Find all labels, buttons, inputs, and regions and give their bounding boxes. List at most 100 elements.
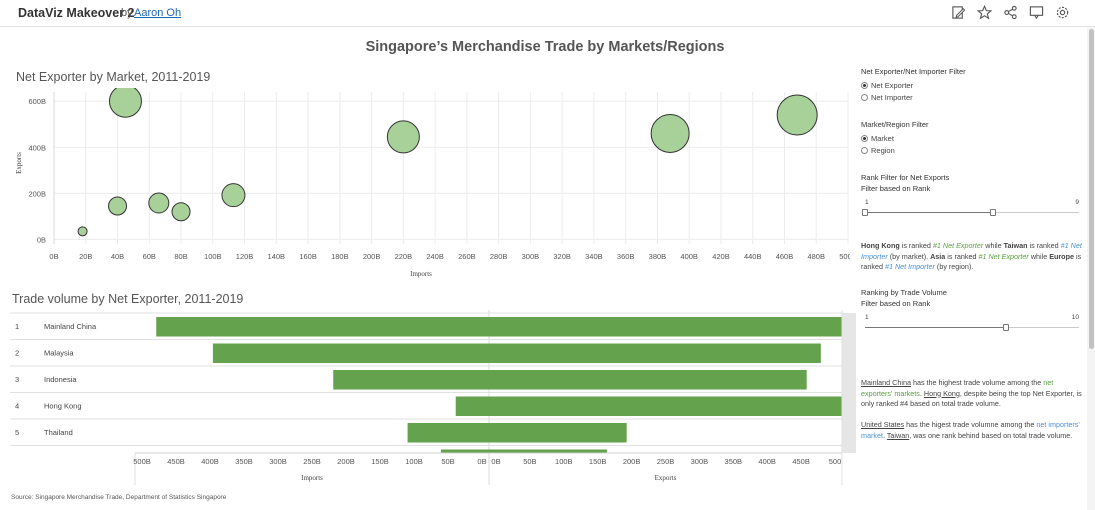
right-tick-label: 300B (691, 457, 709, 466)
edit-icon[interactable] (951, 5, 966, 20)
rank-filter-net-exports: Rank Filter for Net Exports Filter based… (861, 173, 1083, 218)
radio-market-label: Market (871, 134, 894, 143)
rank1-title: Rank Filter for Net Exports (861, 173, 950, 182)
right-tick-label: 250B (657, 457, 675, 466)
radio-net-exporter-label: Net Exporter (871, 81, 914, 90)
x-tick-label: 220B (395, 252, 413, 261)
bubble-point (650, 113, 690, 153)
note-trade-volume-importers: United States has the higest trade volum… (861, 420, 1083, 441)
import-bar (333, 370, 489, 390)
bubble-point (77, 226, 88, 237)
x-tick-label: 140B (268, 252, 286, 261)
right-tick-label: 200B (623, 457, 641, 466)
x-tick-label: 300B (522, 252, 540, 261)
bar-chart[interactable]: 1 Mainland China 2 Malaysia 3 Indonesia 4 Hong … (0, 310, 860, 485)
rank1-slider-max-handle[interactable] (990, 209, 997, 216)
note2-text: . (919, 388, 924, 398)
exports-axis-label: Exports (655, 474, 677, 482)
rank1-max: 9 (1075, 199, 1079, 206)
x-tick-label: 460B (776, 252, 794, 261)
author-link[interactable]: Aaron Oh (134, 7, 182, 19)
comment-icon[interactable] (1029, 5, 1044, 20)
radio-net-exporter[interactable]: Net Exporter (861, 81, 1083, 90)
note1-net-exporter: Net Exporter (988, 251, 1029, 261)
x-tick-label: 500B (839, 252, 850, 261)
bubble-chart-title: Net Exporter by Market, 2011-2019 (16, 70, 211, 84)
export-bar-partial (489, 449, 607, 454)
left-tick-label: 150B (371, 457, 389, 466)
note1-asia: Asia (930, 251, 946, 261)
x-tick-label: 240B (426, 252, 444, 261)
rank-label: 3 (15, 375, 19, 384)
radio-off-icon[interactable] (861, 94, 868, 101)
note2-hongkong: Hong Kong (923, 388, 960, 398)
right-tick-label: 50B (523, 457, 536, 466)
left-tick-label: 300B (269, 457, 287, 466)
share-icon[interactable] (1003, 5, 1018, 20)
rank-label: 5 (15, 428, 19, 437)
rank1-slider-min-handle[interactable] (862, 209, 868, 216)
radio-market[interactable]: Market (861, 134, 1083, 143)
note2-text: , despite being the top Net Exporter, is… (861, 388, 1082, 409)
rank2-slider-handle[interactable] (1003, 324, 1010, 331)
import-bar (212, 343, 489, 363)
note3-taiwan: Taiwan (886, 430, 910, 440)
top-toolbar: DataViz Makeover 2 by Aaron Oh (0, 0, 1095, 27)
right-tick-label: 150B (589, 457, 607, 466)
bubble-point (108, 88, 142, 118)
note-trade-volume-exporters: Mainland China has the highest trade vol… (861, 378, 1083, 410)
left-tick-label: 200B (337, 457, 355, 466)
export-bar (489, 423, 627, 443)
note1-europe: Europe (1049, 251, 1074, 261)
left-tick-label: 100B (405, 457, 423, 466)
radio-net-importer[interactable]: Net Importer (861, 93, 1083, 102)
radio-on-icon[interactable] (861, 82, 868, 89)
dashboard-title: Singapore’s Merchandise Trade by Markets… (365, 39, 725, 55)
x-tick-label: 20B (79, 252, 92, 261)
radio-on-icon[interactable] (861, 135, 868, 142)
left-tick-label: 50B (441, 457, 454, 466)
note3-text: , was one rank behind based on total tra… (909, 430, 1073, 440)
radio-off-icon[interactable] (861, 147, 868, 154)
filter2-title: Market/Region Filter (861, 120, 929, 129)
import-bar (455, 396, 489, 416)
note1-text: is ranked (1027, 241, 1061, 250)
bubble-point (108, 196, 128, 216)
scrollbar-thumb[interactable] (1089, 29, 1094, 349)
rank1-subtitle: Filter based on Rank (861, 184, 931, 193)
bubble-chart[interactable]: 0B 20B 40B 60B 80B 100B 120B 140B 160B 180B 200B 22… (0, 88, 850, 283)
filter-market-region: Market/Region Filter Market Region (861, 120, 1083, 158)
rank1-slider[interactable] (862, 208, 1079, 218)
star-icon[interactable] (976, 5, 993, 20)
note1-hongkong: Hong Kong (861, 241, 900, 250)
bubble-point (148, 192, 170, 214)
radio-net-importer-label: Net Importer (871, 93, 913, 102)
imports-axis-label: Imports (301, 474, 323, 482)
note1-net-importer: Net Importer (894, 262, 935, 271)
x-tick-label: 480B (807, 252, 825, 261)
export-bar (489, 370, 807, 390)
x-tick-label: 320B (553, 252, 571, 261)
rank2-slider[interactable] (865, 323, 1079, 333)
filter1-title: Net Exporter/Net Importer Filter (861, 67, 966, 76)
note3-text: has the higest trade volumne among the (904, 420, 1037, 429)
bubble-point (386, 120, 420, 154)
note1-rank: #1 (1060, 241, 1071, 250)
left-tick-label: 0B (477, 457, 486, 466)
note-net-exporter: Hong Kong is ranked #1 Net Exporter whil… (861, 241, 1083, 273)
settings-icon[interactable] (1055, 5, 1070, 20)
market-label: Malaysia (44, 349, 74, 358)
note1-rank: #1 (884, 262, 895, 271)
right-tick-label: 100B (555, 457, 573, 466)
x-tick-label: 420B (712, 252, 730, 261)
note1-text: is ranked (945, 251, 979, 261)
import-bar (156, 317, 490, 337)
note2-mainland-china: Mainland China (861, 378, 911, 387)
export-bar (489, 343, 821, 363)
market-label: Hong Kong (44, 402, 82, 411)
x-tick-label: 60B (143, 252, 156, 261)
radio-region[interactable]: Region (861, 146, 1083, 155)
rank1-min: 1 (865, 199, 869, 206)
rank2-max: 10 (1071, 314, 1079, 321)
right-tick-label: 450B (792, 457, 810, 466)
